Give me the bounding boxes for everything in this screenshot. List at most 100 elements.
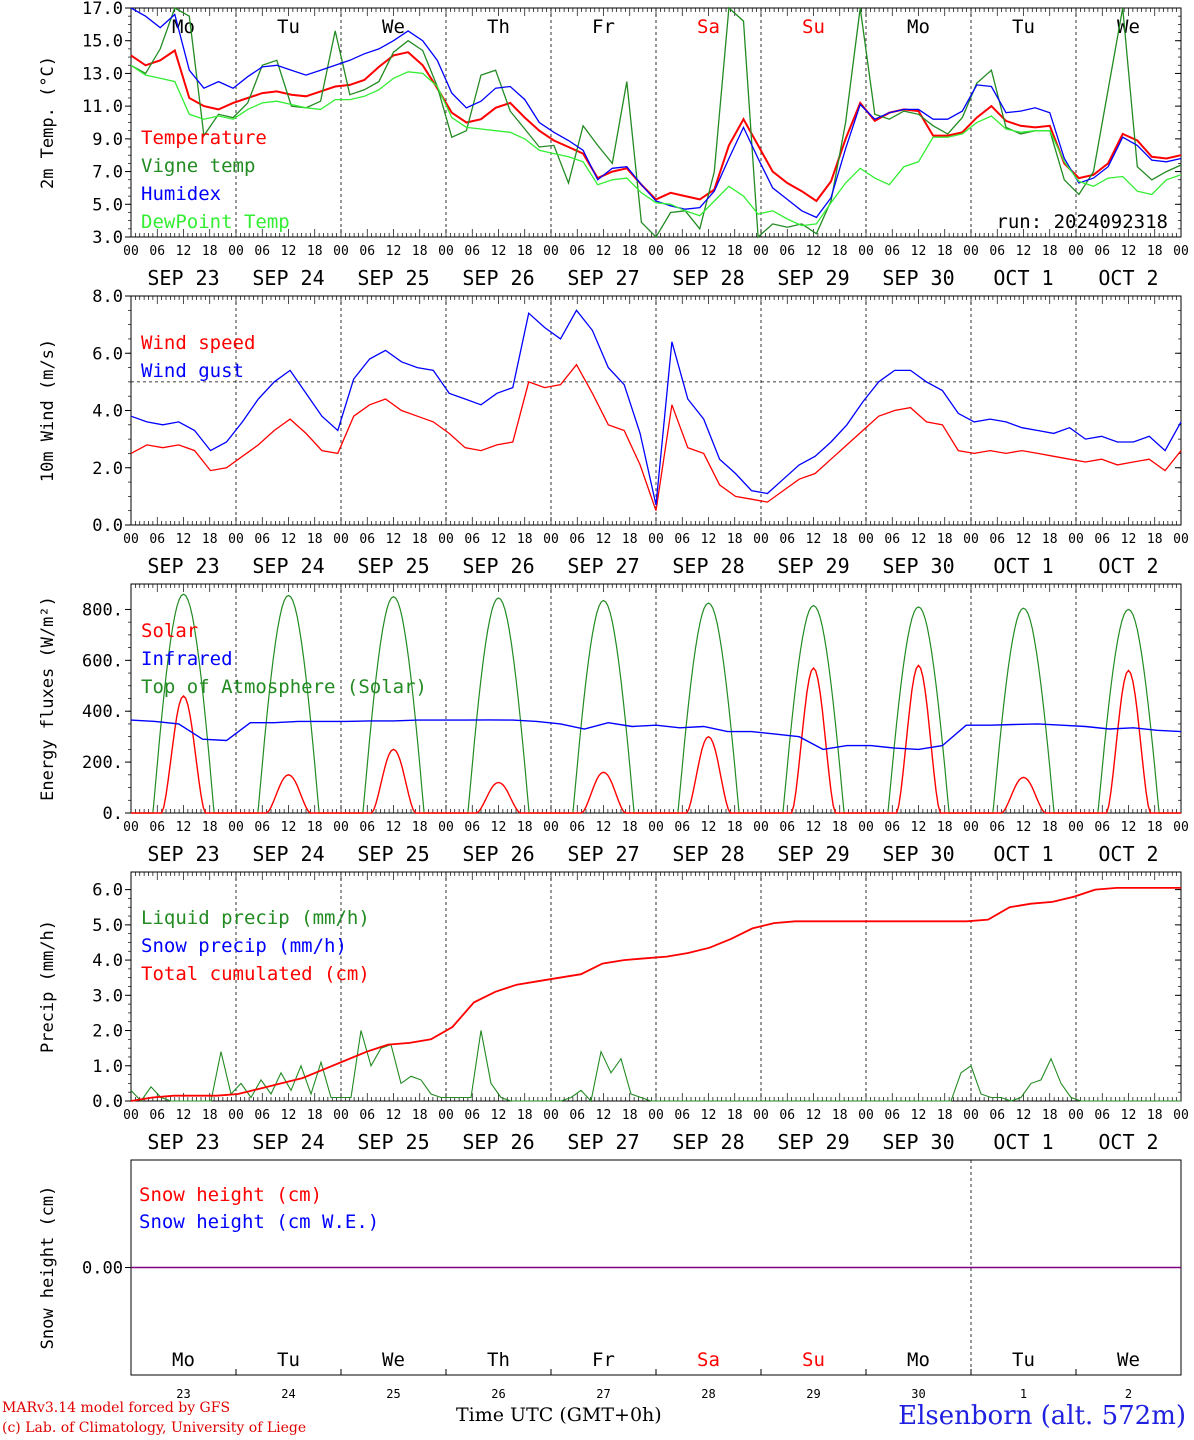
hour-label: 06: [1094, 244, 1110, 259]
hour-label: 00: [648, 532, 664, 547]
hour-label: 18: [937, 1108, 953, 1123]
weekday-label: Tu: [1012, 16, 1035, 38]
infrared-line: [130, 719, 1182, 751]
hour-label: 12: [596, 532, 612, 547]
hour-label: 00: [1068, 1108, 1084, 1123]
hour-label: 12: [281, 820, 297, 835]
hour-label: 18: [202, 820, 218, 835]
panel-1: [125, 7, 1182, 238]
date-label: SEP 24: [252, 554, 324, 578]
hour-label: 06: [989, 244, 1005, 259]
weekday-label: We: [382, 16, 405, 38]
hour-label: 06: [674, 532, 690, 547]
y-tick-label: 200.: [82, 753, 123, 773]
date-label: SEP 24: [252, 266, 324, 290]
y-tick-label: 600.: [82, 651, 123, 671]
date-label: SEP 29: [777, 266, 849, 290]
humidexline: [130, 7, 1182, 219]
hour-label: 06: [779, 532, 795, 547]
day-number-label: 27: [596, 1387, 610, 1401]
weekday-label: Fr: [592, 16, 615, 38]
hour-label: 00: [858, 244, 874, 259]
legend-entry: Snow height (cm W.E.): [139, 1211, 379, 1233]
day-number-label: 23: [176, 1387, 190, 1401]
hour-label: 18: [727, 1108, 743, 1123]
hour-label: 12: [911, 532, 927, 547]
hour-label: 12: [911, 244, 927, 259]
date-label: SEP 30: [882, 842, 954, 866]
weekday-label: Th: [487, 1349, 510, 1371]
hour-label: 18: [202, 1108, 218, 1123]
y-tick-label: 7.0: [92, 163, 123, 183]
hour-label: 12: [386, 1108, 402, 1123]
y-tick-label: 8.0: [92, 287, 123, 307]
hour-label: 12: [596, 820, 612, 835]
hour-label: 18: [517, 532, 533, 547]
weekday-label: Mo: [172, 16, 195, 38]
hour-label: 12: [176, 532, 192, 547]
weekday-label: Tu: [277, 16, 300, 38]
time-axis-label: Time UTC (GMT+0h): [456, 1404, 662, 1426]
legend-entry: Snow height (cm): [139, 1184, 322, 1206]
date-label: SEP 24: [252, 1130, 324, 1154]
hour-label: 18: [1147, 1108, 1163, 1123]
date-label: SEP 30: [882, 1130, 954, 1154]
legend-entry: Liquid precip (mm/h): [141, 907, 370, 929]
hour-label: 18: [937, 820, 953, 835]
hour-label: 00: [1068, 244, 1084, 259]
hour-label: 00: [1173, 820, 1189, 835]
temperatureline: [130, 48, 1182, 203]
weekday-label: Fr: [592, 1349, 615, 1371]
legend-entry: Wind gust: [141, 360, 244, 382]
day-number-label: 24: [281, 1387, 295, 1401]
y-tick-label: 13.0: [82, 64, 123, 84]
solar-line: [131, 664, 1181, 814]
hour-label: 06: [464, 1108, 480, 1123]
panel-2: [125, 295, 1182, 526]
y-tick-label: 2.0: [92, 1022, 123, 1042]
hour-label: 00: [543, 820, 559, 835]
hour-label: 00: [123, 532, 139, 547]
y-tick-label: 4.0: [92, 951, 123, 971]
y-tick-label: 9.0: [92, 130, 123, 150]
hour-label: 06: [464, 532, 480, 547]
hour-label: 12: [281, 532, 297, 547]
hour-label: 12: [1016, 1108, 1032, 1123]
hour-label: 12: [701, 1108, 717, 1123]
hour-label: 12: [596, 244, 612, 259]
y-tick-label: 17.0: [82, 0, 123, 19]
liquid-precip-line: [130, 1030, 1181, 1103]
date-label: OCT 1: [993, 266, 1053, 290]
date-label: SEP 30: [882, 266, 954, 290]
legend-entry: DewPoint Temp: [141, 211, 290, 233]
hour-label: 06: [1094, 820, 1110, 835]
hour-label: 12: [1016, 532, 1032, 547]
date-label: SEP 27: [567, 266, 639, 290]
date-label: SEP 23: [147, 1130, 219, 1154]
lab-credit: (c) Lab. of Climatology, University of L…: [2, 1420, 307, 1436]
y-axis-label: Precip (mm/h): [38, 920, 58, 1053]
hour-label: 06: [254, 532, 270, 547]
legend-entry: Vigne temp: [141, 155, 255, 177]
hour-label: 12: [1121, 244, 1137, 259]
hour-label: 00: [333, 244, 349, 259]
y-tick-label: 0.0: [92, 516, 123, 536]
y-tick-label: 0.: [103, 804, 123, 824]
hour-label: 18: [727, 820, 743, 835]
hour-label: 12: [491, 1108, 507, 1123]
y-tick-label: 5.0: [92, 195, 123, 215]
hour-label: 18: [517, 244, 533, 259]
wind-gust-line: [130, 309, 1182, 506]
hour-label: 00: [228, 820, 244, 835]
date-label: SEP 28: [672, 1130, 744, 1154]
hour-label: 06: [674, 244, 690, 259]
hour-label: 06: [359, 244, 375, 259]
hour-label: 00: [333, 820, 349, 835]
hour-label: 12: [911, 820, 927, 835]
hour-label: 18: [622, 244, 638, 259]
hour-label: 00: [858, 1108, 874, 1123]
hour-label: 18: [1147, 532, 1163, 547]
hour-label: 00: [1173, 532, 1189, 547]
y-tick-label: 2.0: [92, 459, 123, 479]
